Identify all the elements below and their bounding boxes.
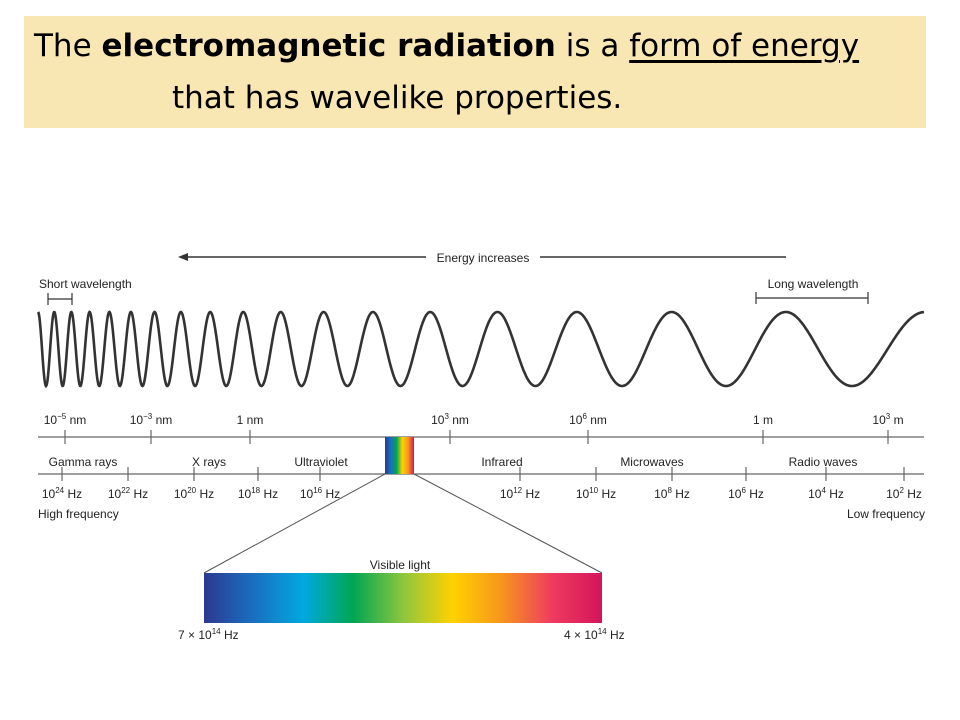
frequency-tick-label: 1010 Hz (576, 486, 616, 501)
wavelength-tick-label: 103 nm (431, 412, 469, 427)
title-bold-term: electromagnetic radiation (101, 28, 556, 64)
region-label: X rays (192, 455, 226, 469)
frequency-axis: 1024 Hz 1022 Hz 1020 Hz 1018 Hz 1016 Hz 1012 … (38, 467, 925, 521)
wavelength-axis: 10−5 nm 10−3 nm 1 nm 103 nm 106 nm 1 m 103 m (38, 412, 924, 444)
title-part-2: is a (555, 28, 630, 64)
visible-band-marker (385, 437, 414, 474)
wavelength-tick-label: 103 m (872, 412, 903, 427)
region-label: Infrared (481, 455, 522, 469)
frequency-tick-label: 1024 Hz (42, 486, 82, 501)
frequency-tick-label: 108 Hz (654, 486, 690, 501)
energy-increases-label: Energy increases (437, 251, 530, 265)
region-label: Gamma rays (49, 455, 118, 469)
energy-arrow: Energy increases (178, 251, 786, 265)
wavelength-tick-label: 10−5 nm (44, 412, 87, 427)
wavelength-tick-label: 1 nm (237, 413, 264, 427)
projection-line-right (413, 473, 603, 574)
long-wavelength-label: Long wavelength (768, 277, 859, 291)
visible-light-label: Visible light (370, 558, 431, 572)
region-label: Radio waves (789, 455, 858, 469)
title-banner: The electromagnetic radiation is a form … (24, 16, 926, 128)
long-wavelength-bracket: Long wavelength (755, 277, 869, 304)
visible-right-frequency: 4 × 1014 Hz (564, 627, 625, 642)
frequency-tick-label: 1020 Hz (174, 486, 214, 501)
high-frequency-label: High frequency (38, 507, 119, 521)
title-line-2: that has wavelike properties. (172, 80, 623, 116)
region-label: Microwaves (620, 455, 683, 469)
wave-curve (36, 310, 925, 389)
short-wavelength-bracket: Short wavelength (39, 277, 132, 305)
region-labels: Gamma rays X rays Ultraviolet Infrared Micro… (49, 455, 858, 469)
short-wavelength-label: Short wavelength (39, 277, 132, 291)
frequency-tick-label: 1022 Hz (108, 486, 148, 501)
title-underlined-phrase: form of energy (629, 28, 860, 64)
frequency-tick-label: 106 Hz (728, 486, 764, 501)
frequency-tick-label: 1012 Hz (500, 486, 540, 501)
projection-line-left (203, 473, 386, 574)
frequency-tick-label: 102 Hz (886, 486, 922, 501)
title-line-1: The electromagnetic radiation is a form … (34, 28, 859, 64)
title-part-1: The (34, 28, 102, 64)
frequency-tick-label: 1018 Hz (238, 486, 278, 501)
visible-left-frequency: 7 × 1014 Hz (178, 627, 239, 642)
frequency-tick-label: 104 Hz (808, 486, 844, 501)
visible-light-spectrum (204, 573, 602, 623)
wavelength-tick-label: 1 m (753, 413, 773, 427)
low-frequency-label: Low frequency (847, 507, 925, 521)
wavelength-tick-label: 10−3 nm (130, 412, 173, 427)
wavelength-tick-label: 106 nm (569, 412, 607, 427)
region-label: Ultraviolet (294, 455, 348, 469)
frequency-tick-label: 1016 Hz (300, 486, 340, 501)
